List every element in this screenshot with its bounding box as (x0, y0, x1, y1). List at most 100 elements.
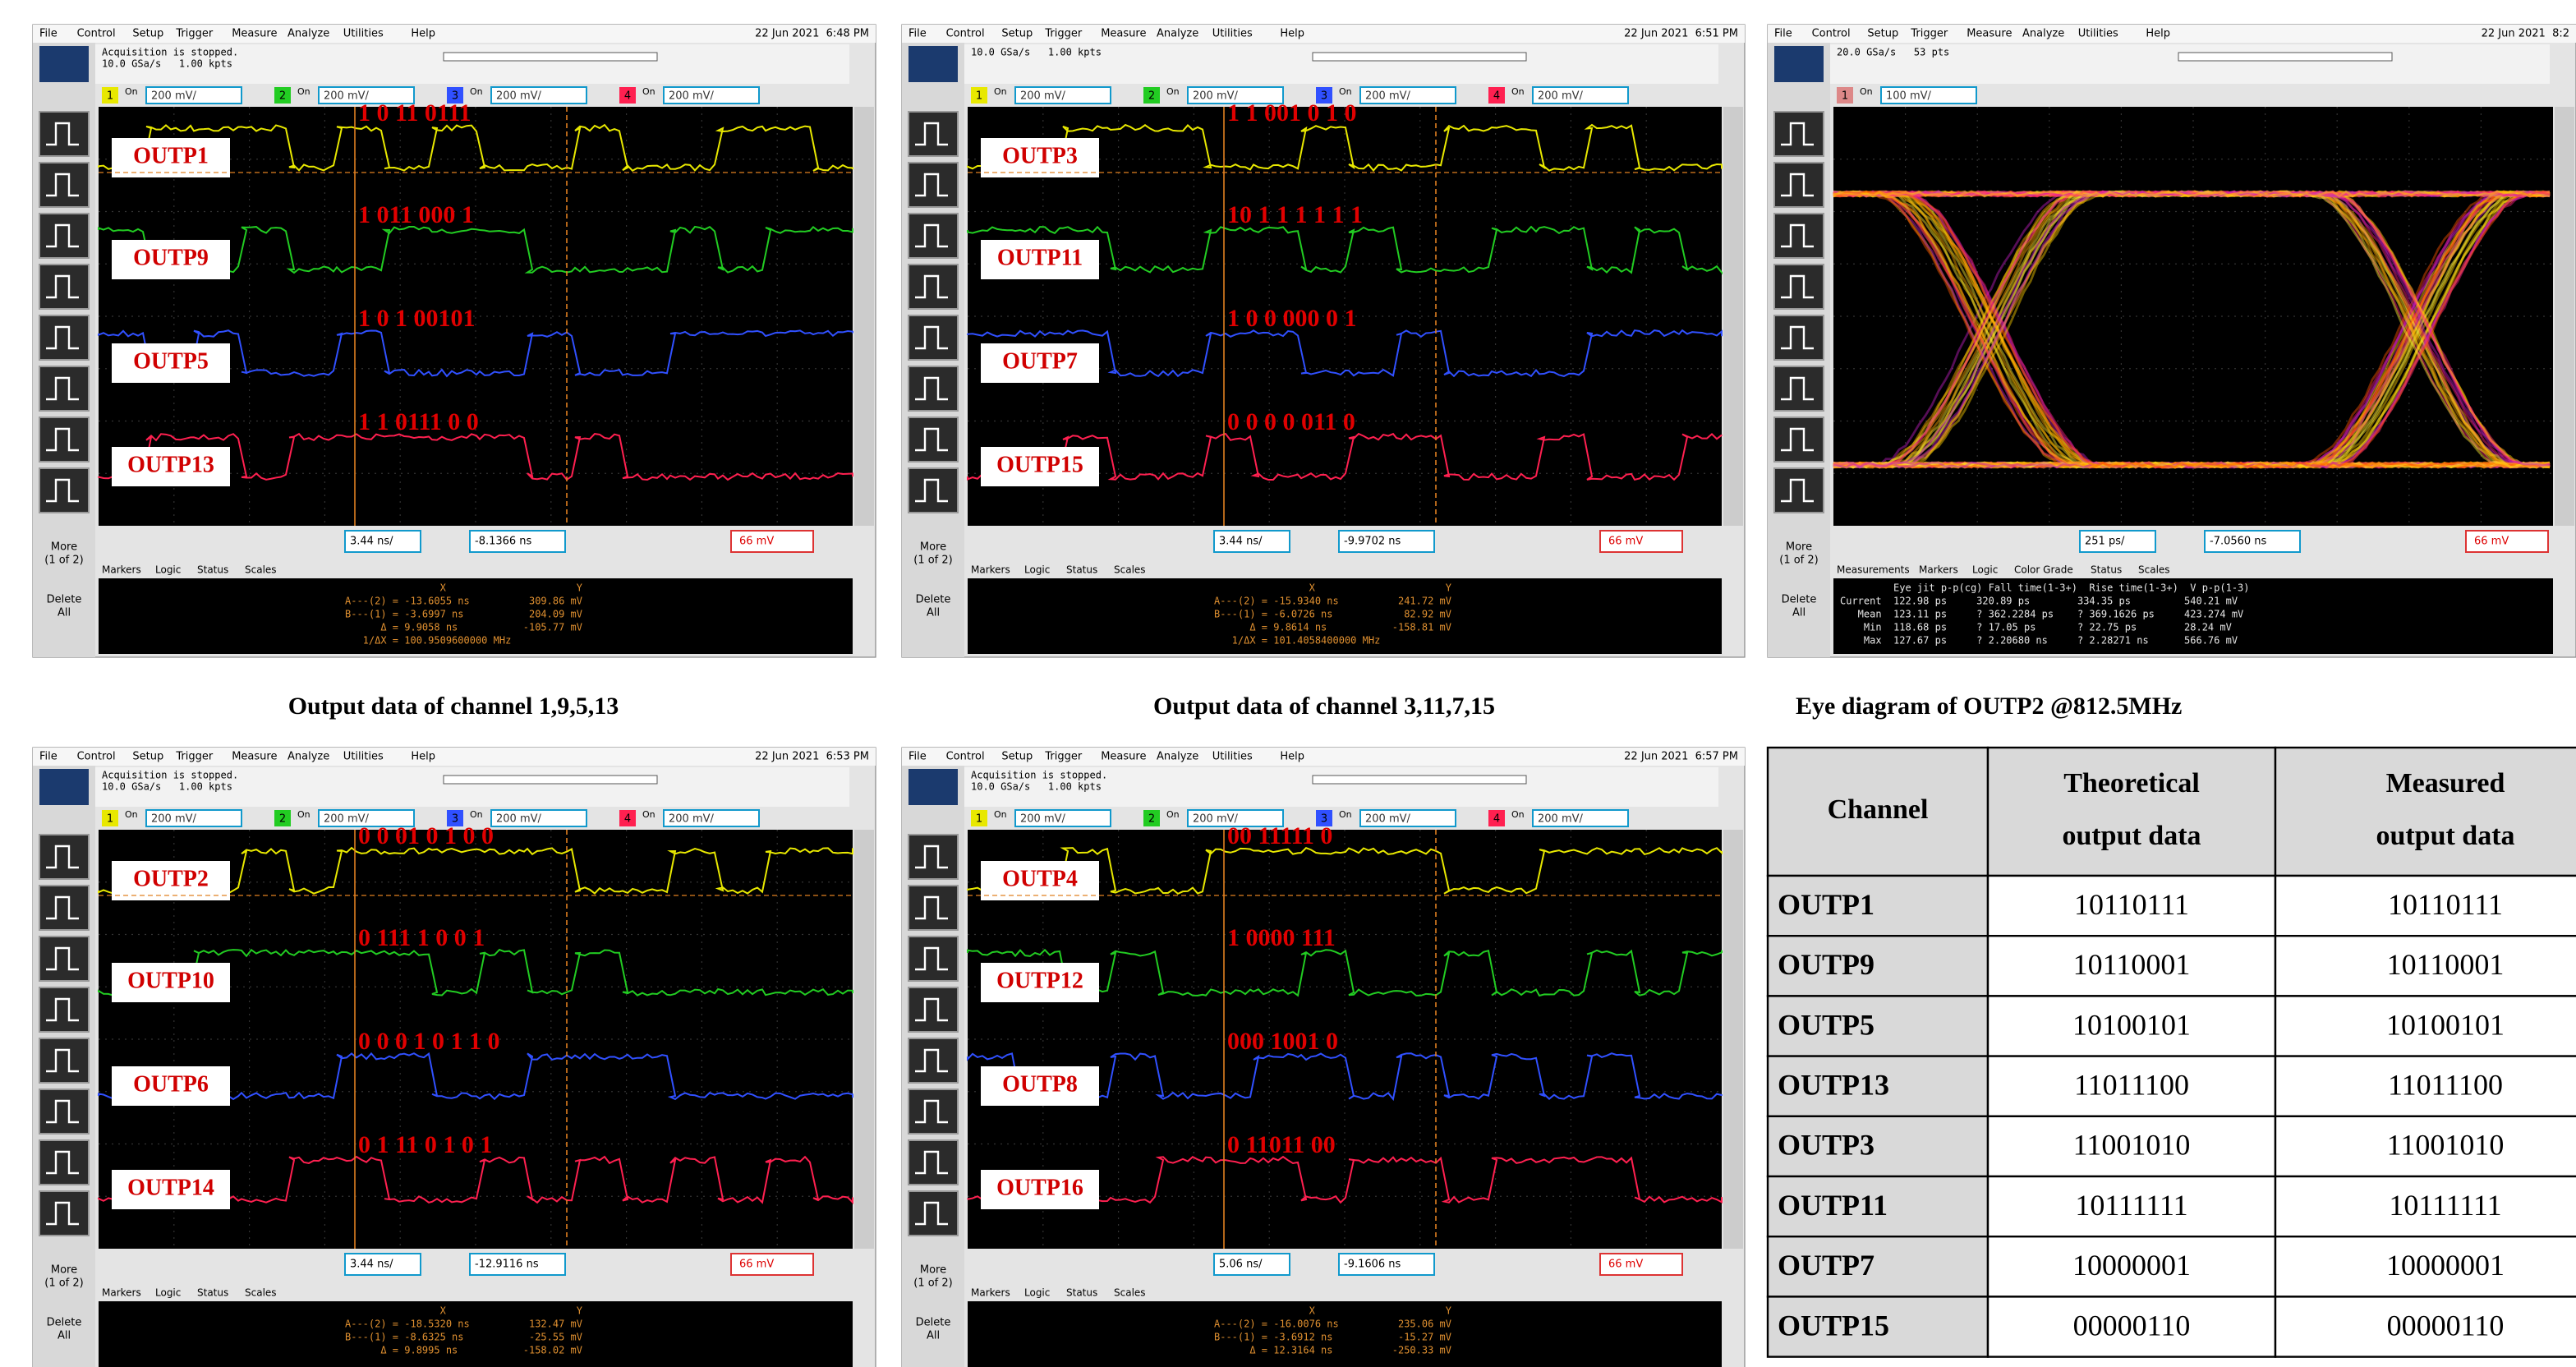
menu-item[interactable]: Setup (132, 751, 163, 763)
tab[interactable]: Status (197, 1287, 228, 1299)
menu-item[interactable]: Help (2146, 28, 2170, 40)
tool-icon[interactable] (908, 835, 958, 879)
tool-icon[interactable] (908, 315, 958, 360)
menu-item[interactable]: Help (411, 751, 435, 763)
menu-item[interactable]: File (908, 28, 927, 40)
tool-icon[interactable] (39, 163, 89, 207)
tool-icon[interactable] (39, 468, 89, 513)
menu-item[interactable]: Utilities (343, 28, 384, 40)
tool-icon[interactable] (1774, 163, 1824, 207)
tab[interactable]: Status (2091, 564, 2122, 576)
tool-icon[interactable] (39, 886, 89, 930)
tool-icon[interactable] (1774, 366, 1824, 411)
tool-icon[interactable] (908, 417, 958, 462)
tab[interactable]: Scales (2138, 564, 2170, 576)
menu-item[interactable]: Control (77, 28, 116, 40)
tab[interactable]: Status (1066, 1287, 1097, 1299)
tab[interactable]: Measurements (1837, 564, 1910, 576)
menu-item[interactable]: File (908, 751, 927, 763)
tool-icon[interactable] (39, 1140, 89, 1185)
tool-icon[interactable] (39, 417, 89, 462)
menu-item[interactable]: Measure (232, 28, 277, 40)
tab[interactable]: Color Grade (2014, 564, 2073, 576)
tab[interactable]: Scales (1114, 564, 1146, 576)
tool-icon[interactable] (908, 1191, 958, 1236)
tool-icon[interactable] (908, 366, 958, 411)
tool-icon[interactable] (908, 1140, 958, 1185)
more-button[interactable]: More (51, 1264, 77, 1277)
tab[interactable]: Logic (1972, 564, 1998, 576)
menu-item[interactable]: Setup (1001, 751, 1033, 763)
menu-item[interactable]: Control (1812, 28, 1851, 40)
tool-icon[interactable] (39, 315, 89, 360)
tool-icon[interactable] (908, 937, 958, 981)
tool-icon[interactable] (1774, 468, 1824, 513)
tab[interactable]: Logic (1024, 1287, 1050, 1299)
tool-icon[interactable] (908, 987, 958, 1032)
menu-item[interactable]: Analyze (1157, 751, 1198, 763)
more-button[interactable]: More (920, 1264, 946, 1277)
tab[interactable]: Scales (1114, 1287, 1146, 1299)
menu-item[interactable]: File (39, 28, 58, 40)
tool-icon[interactable] (908, 214, 958, 258)
tool-icon[interactable] (908, 163, 958, 207)
menu-item[interactable]: Help (1280, 28, 1304, 40)
more-button[interactable]: More (51, 541, 77, 554)
tab[interactable]: Logic (1024, 564, 1050, 576)
menu-item[interactable]: Setup (1001, 28, 1033, 40)
menu-item[interactable]: Control (77, 751, 116, 763)
tool-icon[interactable] (908, 1089, 958, 1134)
tool-icon[interactable] (39, 1089, 89, 1134)
menu-item[interactable]: Utilities (1212, 28, 1253, 40)
tab[interactable]: Status (1066, 564, 1097, 576)
menu-item[interactable]: Trigger (1044, 28, 1082, 40)
tab[interactable]: Status (197, 564, 228, 576)
tool-icon[interactable] (908, 112, 958, 156)
tool-icon[interactable] (39, 1038, 89, 1083)
menu-item[interactable]: Analyze (2022, 28, 2064, 40)
menu-item[interactable]: Trigger (175, 28, 213, 40)
tool-icon[interactable] (1774, 112, 1824, 156)
tool-icon[interactable] (1774, 417, 1824, 462)
tab[interactable]: Markers (971, 564, 1010, 576)
tab[interactable]: Markers (1919, 564, 1958, 576)
tool-icon[interactable] (39, 987, 89, 1032)
menu-item[interactable]: Setup (1867, 28, 1898, 40)
tab[interactable]: Markers (971, 1287, 1010, 1299)
tool-icon[interactable] (39, 214, 89, 258)
menu-item[interactable]: Help (411, 28, 435, 40)
tab[interactable]: Scales (245, 564, 277, 576)
tool-icon[interactable] (39, 112, 89, 156)
tool-icon[interactable] (39, 835, 89, 879)
tool-icon[interactable] (908, 886, 958, 930)
more-button[interactable]: More (920, 541, 946, 554)
delete-button[interactable]: Delete (1782, 594, 1817, 606)
tool-icon[interactable] (1774, 315, 1824, 360)
tool-icon[interactable] (39, 265, 89, 309)
menu-item[interactable]: Measure (1101, 28, 1146, 40)
menu-item[interactable]: Trigger (175, 751, 213, 763)
menu-item[interactable]: Trigger (1910, 28, 1948, 40)
menu-item[interactable]: Setup (132, 28, 163, 40)
tab[interactable]: Logic (155, 564, 181, 576)
menu-item[interactable]: Help (1280, 751, 1304, 763)
delete-button[interactable]: Delete (47, 1317, 82, 1329)
more-button[interactable]: More (1786, 541, 1812, 554)
menu-item[interactable]: Control (946, 751, 985, 763)
menu-item[interactable]: File (1774, 28, 1792, 40)
delete-button[interactable]: Delete (916, 1317, 951, 1329)
tool-icon[interactable] (39, 366, 89, 411)
menu-item[interactable]: Analyze (1157, 28, 1198, 40)
tool-icon[interactable] (908, 1038, 958, 1083)
menu-item[interactable]: Utilities (1212, 751, 1253, 763)
tool-icon[interactable] (908, 468, 958, 513)
tool-icon[interactable] (908, 265, 958, 309)
delete-button[interactable]: Delete (47, 594, 82, 606)
tab[interactable]: Scales (245, 1287, 277, 1299)
menu-item[interactable]: Measure (1966, 28, 2012, 40)
menu-item[interactable]: Analyze (288, 751, 329, 763)
tool-icon[interactable] (39, 937, 89, 981)
tab[interactable]: Logic (155, 1287, 181, 1299)
menu-item[interactable]: Analyze (288, 28, 329, 40)
menu-item[interactable]: Measure (232, 751, 277, 763)
